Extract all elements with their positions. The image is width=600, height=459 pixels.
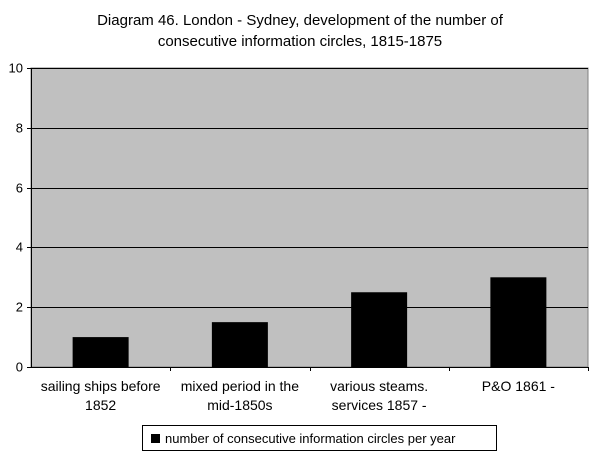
category-label: various steams.	[330, 378, 428, 394]
bar	[490, 277, 547, 367]
category-label: sailing ships before	[41, 378, 161, 394]
y-tick-label: 8	[16, 121, 23, 136]
chart-title-line-1: Diagram 46. London - Sydney, development…	[97, 12, 503, 29]
category-label: P&O 1861 -	[482, 378, 555, 394]
chart-title-line-2: consecutive information circles, 1815-18…	[157, 33, 443, 50]
bar	[351, 292, 408, 367]
legend-label: number of consecutive information circle…	[165, 430, 456, 446]
chart-title: Diagram 46. London - Sydney, development…	[0, 10, 600, 52]
y-tick-label: 2	[16, 300, 23, 315]
bar	[211, 322, 268, 367]
legend-swatch	[151, 433, 160, 443]
category-label: services 1857 -	[332, 397, 427, 413]
category-label: 1852	[85, 397, 116, 413]
category-label: mixed period in the	[181, 378, 300, 394]
category-label: mid-1850s	[207, 397, 272, 413]
bar	[72, 337, 129, 367]
y-tick-label: 10	[9, 61, 23, 76]
y-tick-label: 6	[16, 181, 23, 196]
y-tick-label: 0	[16, 360, 23, 375]
legend: number of consecutive information circle…	[142, 425, 497, 451]
y-tick-label: 4	[16, 240, 23, 255]
